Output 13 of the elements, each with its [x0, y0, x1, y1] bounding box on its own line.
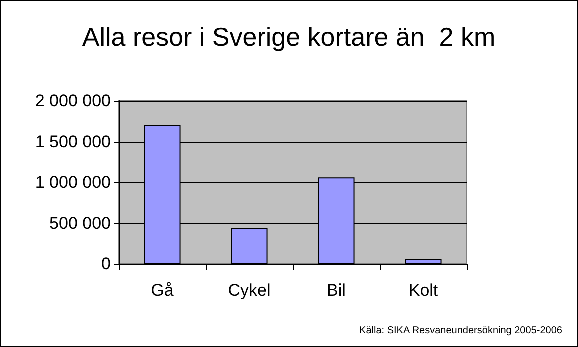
- bar: [405, 259, 442, 264]
- text: Källa: SIKA Resvaneundersökning 2005-2006: [360, 326, 563, 336]
- bar: [231, 228, 268, 264]
- y-tick-label: 0: [102, 254, 111, 274]
- chart-title: Alla resor i Sverige kortare än 2 km: [82, 22, 496, 52]
- y-tick-label: 2 000 000: [35, 92, 111, 110]
- y-tick-label: 1 000 000: [35, 173, 111, 192]
- x-tick-label: Kolt: [408, 281, 438, 300]
- x-tick-label: Cykel: [228, 281, 271, 300]
- x-tick-label: Bil: [327, 281, 346, 300]
- x-tick-label: Gå: [151, 281, 174, 300]
- y-tick-label: 1 500 000: [35, 132, 111, 152]
- y-tick-label: 500 000: [50, 214, 111, 233]
